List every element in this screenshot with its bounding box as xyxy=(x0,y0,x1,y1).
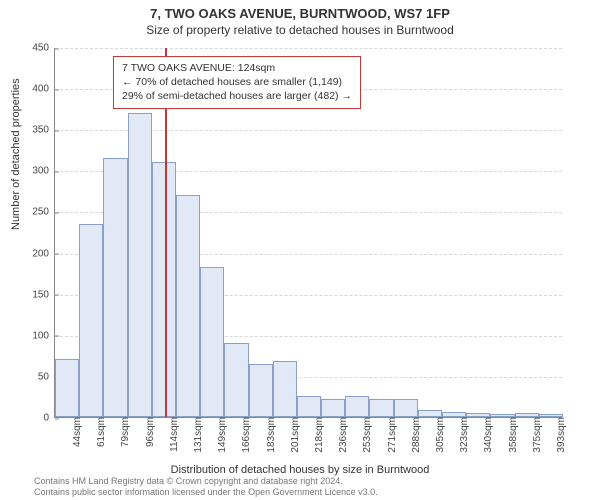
y-tick-label: 200 xyxy=(32,248,55,259)
x-tick-label: 253sqm xyxy=(360,417,373,453)
annotation-line: 29% of semi-detached houses are larger (… xyxy=(122,89,352,103)
x-axis-label: Distribution of detached houses by size … xyxy=(0,464,600,476)
footer-line: Contains public sector information licen… xyxy=(34,487,378,498)
x-tick-label: 271sqm xyxy=(385,417,398,453)
x-tick-label: 96sqm xyxy=(143,417,156,447)
histogram-bar xyxy=(103,158,127,417)
x-tick-label: 149sqm xyxy=(215,417,228,453)
x-tick-label: 131sqm xyxy=(191,417,204,453)
y-tick-label: 250 xyxy=(32,207,55,218)
x-tick-label: 393sqm xyxy=(554,417,567,453)
annotation-line: 7 TWO OAKS AVENUE: 124sqm xyxy=(122,61,352,75)
title-sub: Size of property relative to detached ho… xyxy=(0,23,600,37)
gridline xyxy=(55,48,562,49)
histogram-bar xyxy=(394,399,418,417)
y-axis-label: Number of detached properties xyxy=(10,78,22,230)
histogram-bar xyxy=(128,113,152,417)
histogram-bar xyxy=(273,361,297,417)
x-tick-label: 323sqm xyxy=(457,417,470,453)
histogram-bar xyxy=(345,396,369,417)
histogram-bar xyxy=(55,359,79,417)
histogram-bar xyxy=(79,224,103,417)
histogram-bar xyxy=(249,364,273,417)
title-main: 7, TWO OAKS AVENUE, BURNTWOOD, WS7 1FP xyxy=(0,6,600,21)
chart-title-block: 7, TWO OAKS AVENUE, BURNTWOOD, WS7 1FP S… xyxy=(0,0,600,37)
x-tick-label: 236sqm xyxy=(336,417,349,453)
chart-area: 05010015020025030035040045044sqm61sqm79s… xyxy=(54,48,562,418)
x-tick-label: 79sqm xyxy=(118,417,131,447)
plot-region: 05010015020025030035040045044sqm61sqm79s… xyxy=(54,48,562,418)
histogram-bar xyxy=(321,399,345,417)
x-tick-label: 305sqm xyxy=(433,417,446,453)
x-tick-label: 201sqm xyxy=(288,417,301,453)
x-tick-label: 218sqm xyxy=(312,417,325,453)
histogram-bar xyxy=(176,195,200,417)
y-tick-label: 100 xyxy=(32,330,55,341)
x-tick-label: 114sqm xyxy=(167,417,180,452)
histogram-bar xyxy=(152,162,176,417)
histogram-bar xyxy=(297,396,321,417)
footer-attribution: Contains HM Land Registry data © Crown c… xyxy=(34,476,378,499)
x-tick-label: 61sqm xyxy=(94,417,107,447)
y-tick-label: 150 xyxy=(32,289,55,300)
x-tick-label: 375sqm xyxy=(530,417,543,453)
x-tick-label: 166sqm xyxy=(239,417,252,453)
histogram-bar xyxy=(369,399,393,417)
y-tick-label: 450 xyxy=(32,43,55,54)
x-tick-label: 44sqm xyxy=(70,417,83,447)
histogram-bar xyxy=(200,267,224,417)
y-tick-label: 400 xyxy=(32,84,55,95)
y-tick-label: 300 xyxy=(32,166,55,177)
y-tick-label: 50 xyxy=(38,371,55,382)
y-tick-label: 0 xyxy=(43,413,55,424)
footer-line: Contains HM Land Registry data © Crown c… xyxy=(34,476,378,487)
x-tick-label: 288sqm xyxy=(409,417,422,453)
x-tick-label: 358sqm xyxy=(506,417,519,453)
x-tick-label: 340sqm xyxy=(481,417,494,453)
y-tick-label: 350 xyxy=(32,125,55,136)
annotation-box: 7 TWO OAKS AVENUE: 124sqm ← 70% of detac… xyxy=(113,56,361,109)
x-tick-label: 183sqm xyxy=(264,417,277,453)
histogram-bar xyxy=(224,343,248,417)
annotation-line: ← 70% of detached houses are smaller (1,… xyxy=(122,75,352,89)
